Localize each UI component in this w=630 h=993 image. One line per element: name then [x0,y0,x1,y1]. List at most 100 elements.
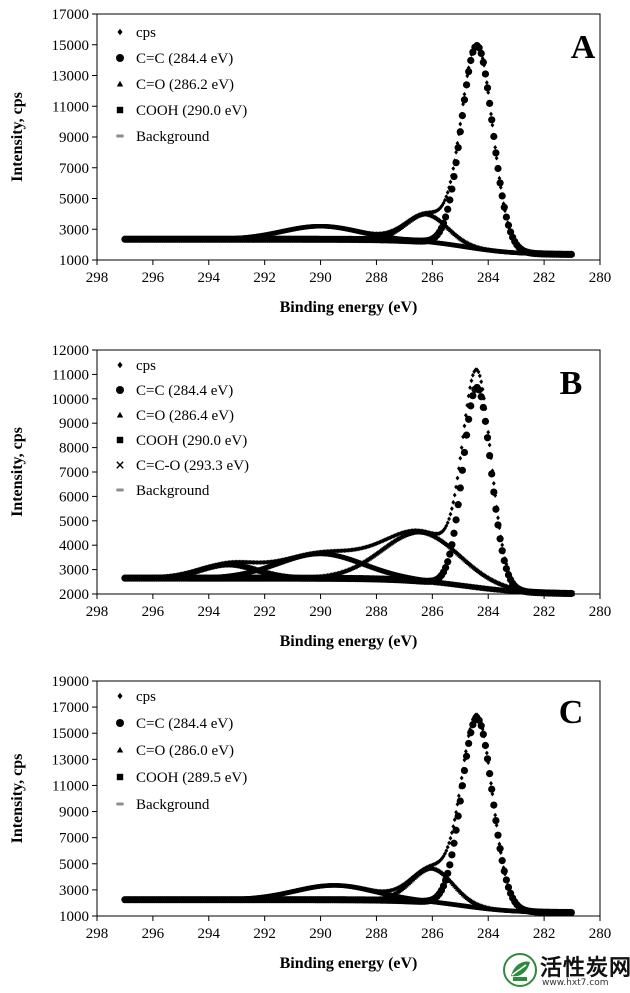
y-tick-label: 2000 [59,587,89,603]
cps-point [448,835,453,841]
cps-point [441,200,446,206]
y-tick-label: 19000 [52,674,90,690]
y-tick-label: 3000 [59,222,89,238]
x-tick-label: 284 [477,270,500,286]
x-tick-label: 298 [86,926,109,942]
component-point [498,547,506,555]
y-tick-label: 7000 [59,161,89,177]
cps-point [507,887,512,892]
cps-point [482,62,486,68]
legend-marker-triangle [116,80,124,87]
cps-point [491,802,496,808]
cps-point [448,179,453,185]
series-component-1 [121,42,575,258]
cps-point [452,158,457,164]
cps-point [518,246,523,252]
cps-point [469,721,474,727]
cps-point [484,80,489,85]
x-tick-label: 294 [198,270,221,286]
chart-panel-C: 298 296 294 292 290 288 286 284 282 2801000300050… [9,674,611,972]
component-point [496,845,504,853]
y-tick-label: 11000 [52,99,89,115]
cps-point [503,208,507,214]
legend-label: COOH (290.0 eV) [136,433,247,449]
x-tick-label: 296 [142,604,165,620]
x-tick-label: 282 [533,270,556,286]
cps-point [501,549,506,555]
cps-point [470,47,475,53]
cps-point [461,766,465,772]
component-point [452,516,460,524]
legend-marker-circle [116,386,124,394]
cps-point [410,215,415,221]
panel-label: A [571,29,596,66]
x-tick-label: 296 [142,926,165,942]
cps-point [521,248,526,253]
cps-point [459,775,464,781]
component-point [469,392,477,400]
cps-point [491,133,496,139]
cps-point [458,455,463,461]
component-point [450,839,458,847]
cps-point [417,869,422,875]
cps-point [449,506,454,512]
component-point [456,484,464,492]
cps-point [465,73,470,79]
cps-point [475,712,479,718]
legend-label: C=C (284.4 eV) [136,51,233,67]
cps-point [498,850,503,856]
cps-point [441,527,446,533]
cps-point [498,184,503,190]
y-tick-label: 9000 [59,805,89,821]
cps-point [519,247,524,253]
y-tick-label: 11000 [52,367,89,383]
y-tick-label: 15000 [52,726,90,742]
cps-point [491,480,496,486]
component-point [442,213,450,221]
y-tick-label: 13000 [52,752,90,768]
component-point [492,816,500,825]
y-tick-label: 1000 [59,253,89,269]
cps-point [570,910,574,915]
cps-point [461,101,465,107]
cps-point [519,906,524,912]
cps-point [445,844,450,850]
component-point [446,861,454,869]
cps-point [482,733,486,739]
component-point [496,179,504,187]
cps-point [503,556,507,561]
component-point [446,196,454,204]
x-tick-label: 294 [198,926,221,942]
component-point [450,529,458,537]
component-point [442,564,450,572]
x-tick-label: 280 [589,270,612,286]
cps-point [493,144,498,150]
cps-point [447,840,452,846]
cps-point [405,879,410,885]
cps-point [480,386,485,392]
cps-point [396,224,401,230]
component-point [492,149,500,157]
cps-point [436,207,440,213]
cps-point [465,740,470,746]
cps-point [517,904,521,910]
legend-marker-square [116,106,124,114]
cps-point [479,721,484,726]
component-point [454,501,462,509]
cps-point [454,484,459,490]
chart-panel-A: 298 296 294 292 290 288 286 284 282 2801000300050… [9,7,611,316]
cps-point [501,201,506,207]
cps-point [487,770,492,776]
cps-point [465,402,470,408]
chart-panel-B: 298 296 294 292 290 288 286 284 282 2802000300040… [9,343,611,650]
x-tick-label: 286 [421,926,444,942]
cps-point [451,166,456,171]
cps-point [480,55,485,61]
cps-point [490,791,495,797]
cps-point [479,50,484,55]
cps-point [456,131,461,137]
cps-point [500,858,505,863]
cps-point [458,784,463,790]
cps-point [489,455,493,461]
